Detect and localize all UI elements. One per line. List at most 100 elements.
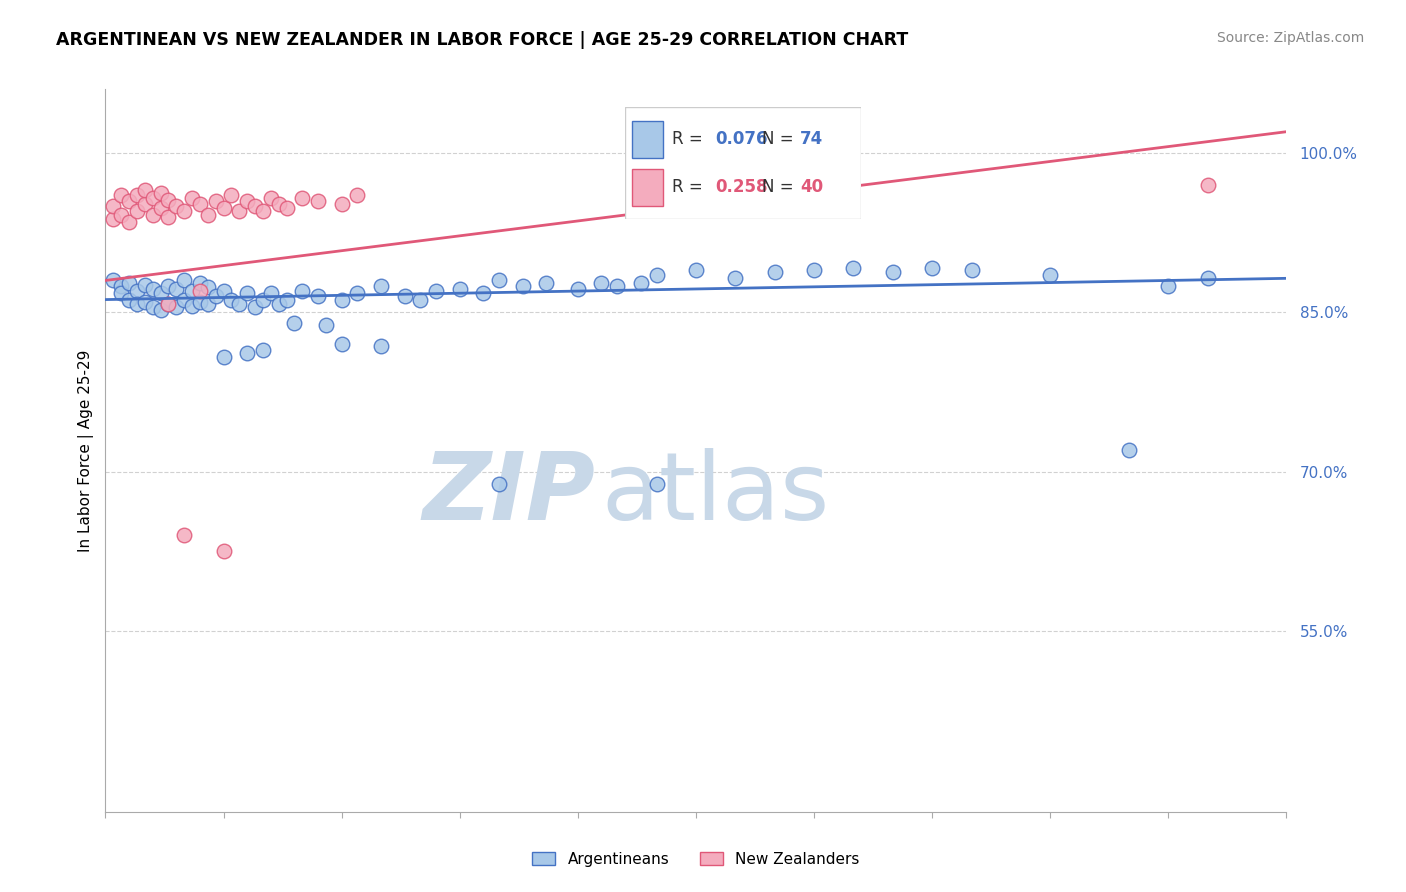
Point xyxy=(1039,268,1062,282)
Point xyxy=(763,265,786,279)
Point xyxy=(197,297,219,311)
Point xyxy=(173,273,195,287)
Point xyxy=(409,293,432,307)
Point xyxy=(606,278,628,293)
Point xyxy=(157,297,180,311)
Point xyxy=(330,293,353,307)
Point xyxy=(149,286,172,301)
Point xyxy=(165,282,187,296)
Point xyxy=(260,191,283,205)
Point xyxy=(204,194,226,208)
Point xyxy=(276,293,298,307)
Point xyxy=(236,194,259,208)
Point xyxy=(221,293,243,307)
Point xyxy=(267,297,290,311)
Point xyxy=(173,293,195,307)
Point xyxy=(1197,271,1219,285)
Point xyxy=(425,284,447,298)
Legend: Argentineans, New Zealanders: Argentineans, New Zealanders xyxy=(526,846,866,872)
Point xyxy=(125,284,148,298)
Point xyxy=(236,286,259,301)
Point xyxy=(157,297,180,311)
Point xyxy=(212,201,235,215)
Text: Source: ZipAtlas.com: Source: ZipAtlas.com xyxy=(1216,31,1364,45)
Point xyxy=(103,211,125,226)
Point xyxy=(882,265,904,279)
Point xyxy=(157,278,180,293)
Point xyxy=(212,284,235,298)
Point xyxy=(960,263,983,277)
Point xyxy=(842,260,865,275)
Point xyxy=(204,289,226,303)
Point xyxy=(134,183,156,197)
Point xyxy=(181,299,204,313)
Y-axis label: In Labor Force | Age 25-29: In Labor Force | Age 25-29 xyxy=(79,350,94,551)
Point xyxy=(236,345,259,359)
Point xyxy=(243,199,266,213)
Point xyxy=(125,188,148,202)
Point xyxy=(118,276,141,290)
Point xyxy=(197,280,219,294)
Point xyxy=(291,191,314,205)
Point xyxy=(252,293,274,307)
Point xyxy=(173,204,195,219)
Point xyxy=(125,204,148,219)
Point xyxy=(142,282,165,296)
Point xyxy=(1118,443,1140,458)
Point xyxy=(188,276,211,290)
Text: ZIP: ZIP xyxy=(423,448,596,540)
Point xyxy=(118,194,141,208)
Point xyxy=(567,282,589,296)
Point xyxy=(142,208,165,222)
Point xyxy=(394,289,416,303)
Point xyxy=(212,544,235,558)
Point xyxy=(173,528,195,542)
Point xyxy=(188,284,211,298)
Point xyxy=(307,289,329,303)
Point xyxy=(645,268,668,282)
Point xyxy=(221,188,243,202)
Point xyxy=(212,350,235,364)
Point xyxy=(110,188,132,202)
Point xyxy=(488,477,510,491)
Point xyxy=(346,188,368,202)
Point xyxy=(645,477,668,491)
Point xyxy=(181,191,204,205)
Point xyxy=(197,208,219,222)
Point xyxy=(252,204,274,219)
Point xyxy=(165,300,187,314)
Point xyxy=(449,282,471,296)
Point xyxy=(188,197,211,211)
Point xyxy=(803,263,825,277)
Point xyxy=(103,273,125,287)
Point xyxy=(591,276,613,290)
Point xyxy=(260,286,283,301)
Point xyxy=(110,208,132,222)
Point xyxy=(165,199,187,213)
Point xyxy=(149,201,172,215)
Point xyxy=(181,284,204,298)
Point xyxy=(346,286,368,301)
Point xyxy=(630,276,652,290)
Point xyxy=(315,318,337,332)
Point xyxy=(685,263,707,277)
Point xyxy=(149,303,172,318)
Point xyxy=(157,193,180,207)
Text: atlas: atlas xyxy=(602,448,830,540)
Point xyxy=(110,278,132,293)
Point xyxy=(276,201,298,215)
Point xyxy=(134,197,156,211)
Point xyxy=(1197,178,1219,192)
Point xyxy=(1157,278,1180,293)
Point xyxy=(921,260,943,275)
Point xyxy=(142,300,165,314)
Point xyxy=(134,277,156,292)
Point xyxy=(188,294,211,309)
Point xyxy=(512,278,534,293)
Point xyxy=(142,191,165,205)
Point xyxy=(330,337,353,351)
Point xyxy=(243,300,266,314)
Point xyxy=(252,343,274,357)
Point xyxy=(370,339,392,353)
Point xyxy=(370,278,392,293)
